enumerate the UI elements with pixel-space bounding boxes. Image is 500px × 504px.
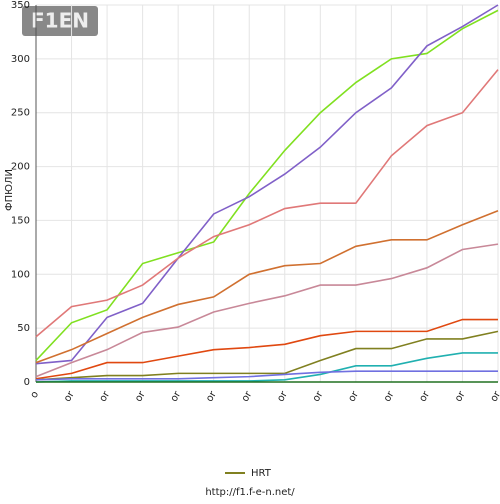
legend-label: HRT (251, 468, 272, 479)
y-tick-label: 200 (11, 162, 30, 173)
series-line (35, 209, 499, 364)
x-tick-label: or (204, 389, 219, 404)
series-line (35, 330, 499, 381)
x-tick-label: or (346, 389, 361, 404)
x-tick-label: or (62, 389, 77, 404)
x-tick-label: or (489, 389, 500, 404)
y-tick-label: 150 (11, 215, 30, 226)
logo-box (22, 6, 98, 36)
x-tick-label: or (133, 389, 148, 404)
x-tick-label: or (417, 389, 432, 404)
y-tick-label: 50 (17, 323, 30, 334)
series-line (35, 318, 498, 380)
series-line (35, 243, 499, 378)
y-tick-label: 300 (11, 54, 30, 65)
y-tick-label: 250 (11, 108, 30, 119)
logo: F1EN (31, 9, 89, 33)
x-tick-label: or (169, 389, 184, 404)
x-tick-label: or (382, 389, 397, 404)
series-line (35, 4, 499, 365)
y-tick-label: 100 (11, 269, 30, 280)
y-tick-label: 350 (11, 0, 30, 11)
series-line (35, 69, 499, 338)
series-line (35, 370, 498, 381)
x-tick-label: or (311, 389, 326, 404)
x-tick-label: o (29, 390, 42, 401)
y-axis-label: ФПЮЛИ (4, 169, 15, 211)
footer: http://f1.f-e-n.net/ (205, 487, 295, 498)
series-line (35, 352, 498, 383)
x-tick-label: or (98, 389, 113, 404)
series-line (35, 9, 499, 362)
y-tick-label: 0 (24, 377, 30, 388)
x-tick-label: or (453, 389, 468, 404)
x-tick-label: or (275, 389, 290, 404)
x-tick-label: or (240, 389, 255, 404)
